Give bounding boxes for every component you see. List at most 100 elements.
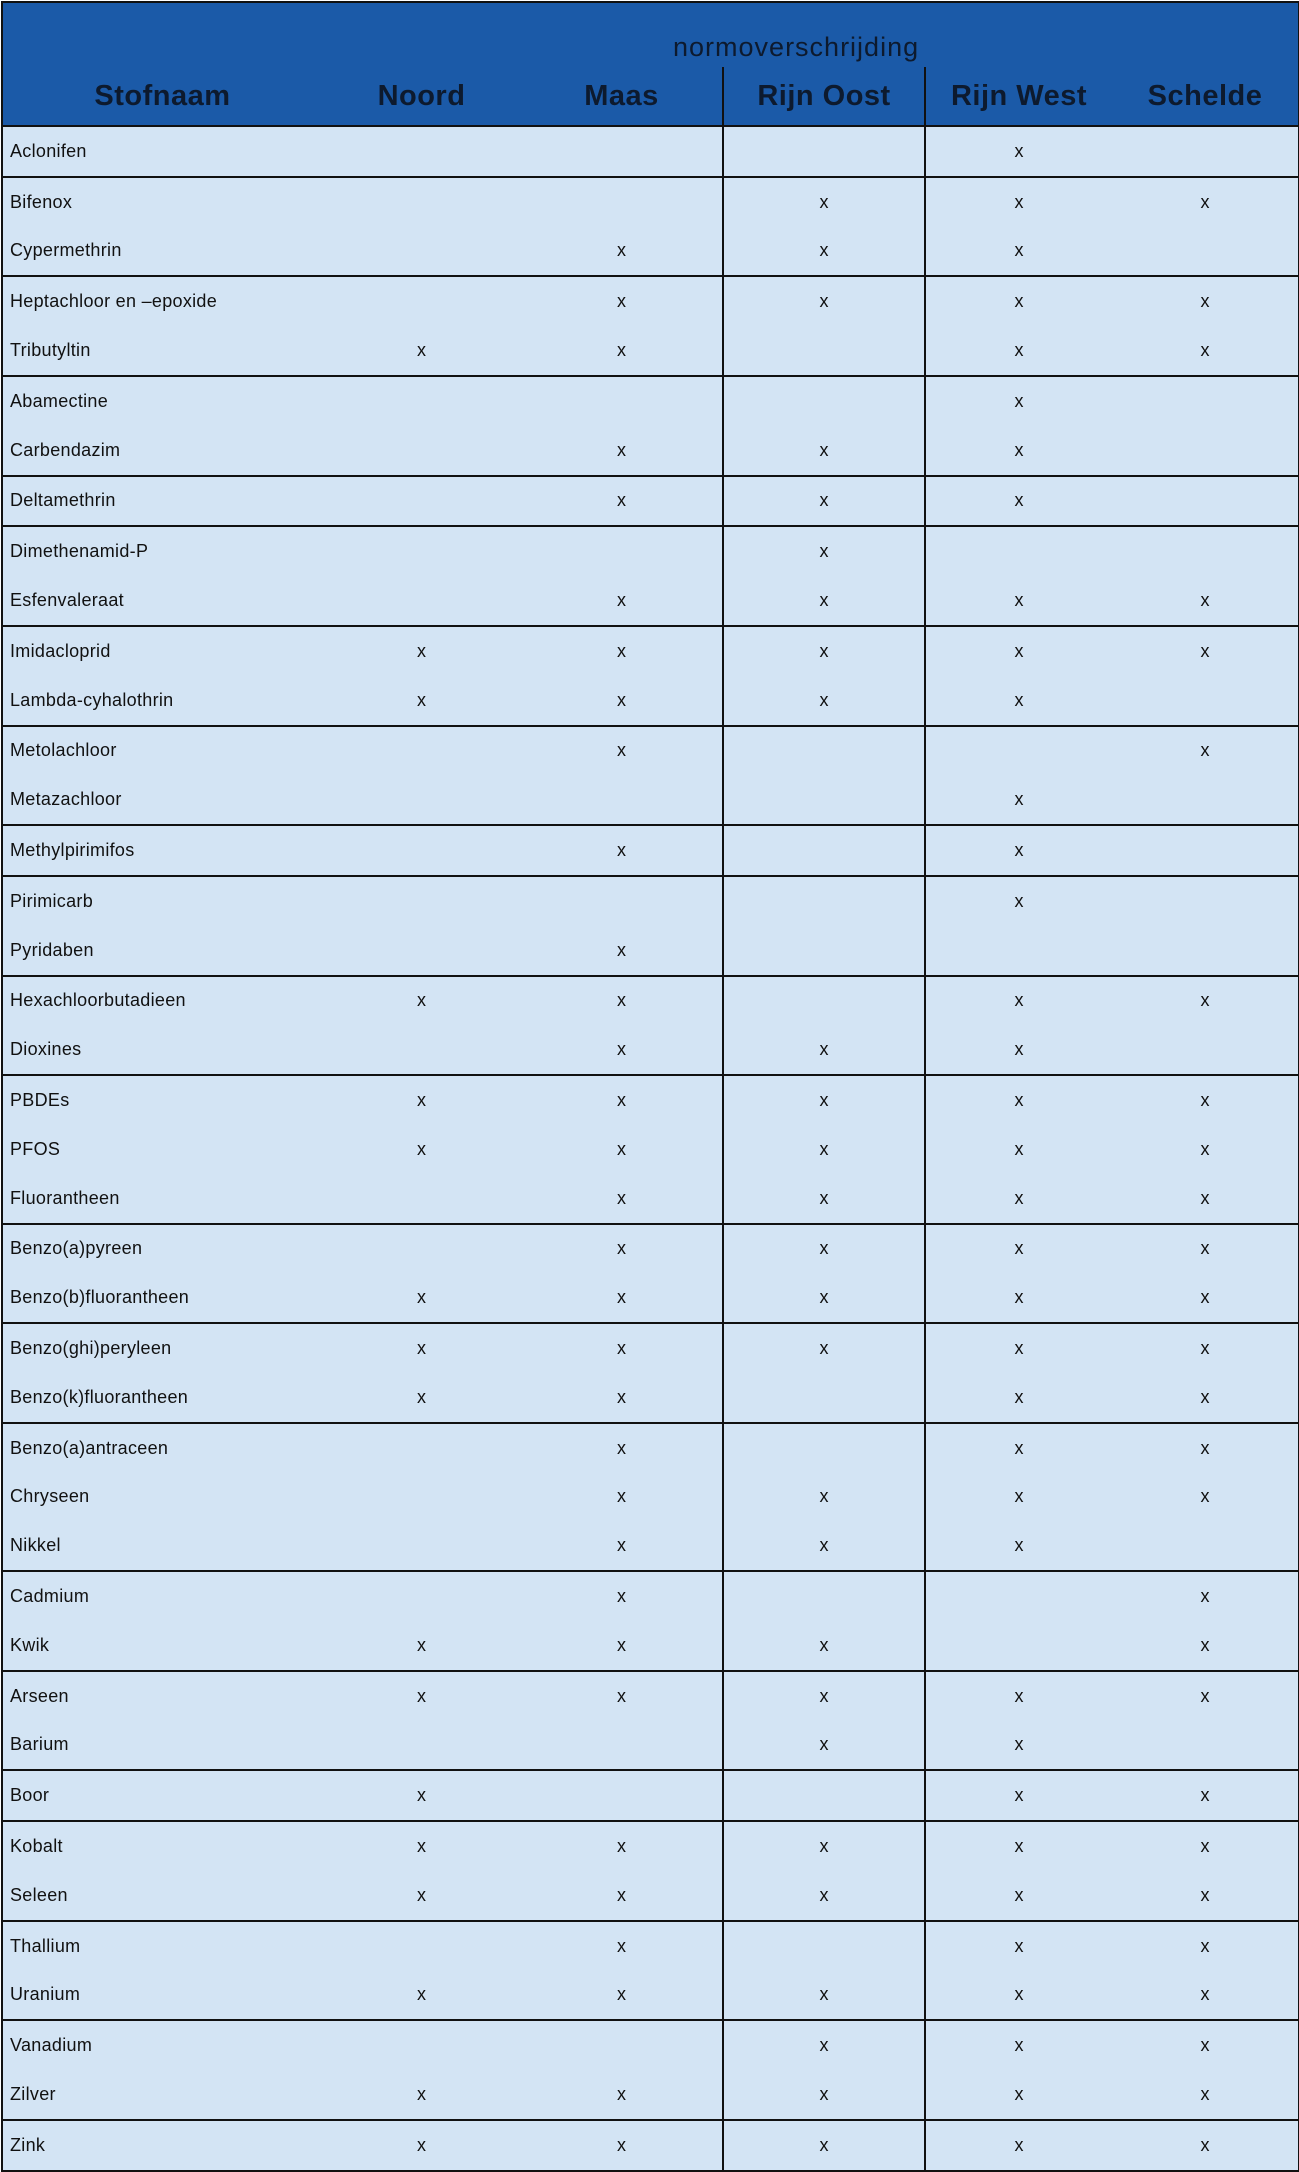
substance-name: PFOS [2,1124,322,1174]
exceedance-mark-noord [322,125,521,177]
exceedance-mark-maas: x [521,1870,724,1921]
exceedance-mark-schelde [1112,525,1299,577]
exceedance-mark-rijn-west: x [924,474,1113,527]
table-row: Kwik x x x x [2,1620,1299,1671]
substance-name: Thallium [2,1919,322,1971]
exceedance-mark-noord [322,824,521,876]
table-row: Lambda-cyhalothrin x x x x [2,675,1299,726]
exceedance-mark-noord: x [322,1820,521,1871]
exceedance-mark-rijn-west: x [924,824,1113,876]
exceedance-mark-noord [322,1222,521,1274]
substance-name: Boor [2,1769,322,1822]
substance-name: Barium [2,1720,322,1771]
exceedance-mark-schelde: x [1112,1820,1299,1871]
exceedance-mark-schelde: x [1112,1372,1299,1423]
exceedance-mark-noord [322,576,521,626]
exceedance-mark-rijn-west: x [924,374,1113,426]
substance-name: Esfenvaleraat [2,576,322,626]
exceedance-mark-rijn-west: x [924,675,1113,726]
table-row: Benzo(ghi)peryleen x x x x x [2,1322,1299,1373]
substance-name: Kwik [2,1620,322,1671]
exceedance-mark-rijn-oost [722,326,926,376]
exceedance-mark-rijn-west [924,1620,1113,1671]
exceedance-mark-maas: x [521,2118,724,2171]
exceedance-mark-schelde [1112,874,1299,926]
exceedance-mark-rijn-oost: x [722,425,926,476]
exceedance-mark-maas: x [521,326,724,376]
exceedance-mark-schelde [1112,1025,1299,1076]
exceedance-mark-schelde: x [1112,1421,1299,1473]
exceedance-mark-rijn-west: x [924,1769,1113,1822]
exceedance-mark-rijn-west: x [924,1273,1113,1324]
substance-name: Fluorantheen [2,1173,322,1224]
exceedance-mark-schelde: x [1112,1669,1299,1721]
exceedance-mark-schelde: x [1112,2070,1299,2120]
table-row: Boor x x x [2,1769,1299,1822]
exceedance-mark-noord [322,1173,521,1224]
exceedance-mark-rijn-oost: x [722,1322,926,1373]
substance-name: Tributyltin [2,326,322,376]
exceedance-mark-rijn-west: x [924,425,1113,476]
exceedance-mark-rijn-west: x [924,576,1113,626]
exceedance-mark-noord [322,474,521,527]
exceedance-mark-rijn-west: x [924,1970,1113,2021]
exceedance-mark-rijn-oost: x [722,1124,926,1174]
exceedance-mark-maas: x [521,1421,724,1473]
exceedance-mark-schelde [1112,374,1299,426]
exceedance-mark-noord [322,175,521,227]
exceedance-mark-noord: x [322,675,521,726]
exceedance-mark-noord [322,425,521,476]
substance-name: Metazachloor [2,775,322,826]
exceedance-mark-schelde [1112,775,1299,826]
exceedance-mark-rijn-west: x [924,2019,1113,2071]
exceedance-mark-rijn-oost [722,125,926,177]
exceedance-mark-rijn-oost [722,1421,926,1473]
table-row: Abamectine x [2,374,1299,426]
table-row: Pyridaben x [2,925,1299,976]
table-row: PBDEs x x x x x [2,1074,1299,1125]
exceedance-mark-schelde [1112,1521,1299,1572]
exceedance-mark-maas: x [521,724,724,776]
exceedance-mark-schelde: x [1112,1769,1299,1822]
table-row: Esfenvaleraat x x x x [2,576,1299,626]
table-row: Tributyltin x x x x [2,326,1299,376]
exceedance-mark-noord [322,1025,521,1076]
exceedance-mark-rijn-oost: x [722,226,926,277]
substance-name: Imidacloprid [2,624,322,676]
exceedance-mark-maas: x [521,1173,724,1224]
exceedance-mark-schelde: x [1112,1472,1299,1522]
column-header-rijn-west: Rijn West [924,67,1113,127]
exceedance-mark-rijn-oost: x [722,1074,926,1125]
exceedance-mark-rijn-west [924,525,1113,577]
exceedance-mark-noord [322,525,521,577]
exceedance-mark-rijn-oost: x [722,1472,926,1522]
exceedance-mark-maas [521,125,724,177]
exceedance-mark-rijn-oost: x [722,175,926,227]
exceedance-mark-schelde [1112,1720,1299,1771]
exceedance-mark-noord [322,374,521,426]
exceedance-mark-rijn-oost: x [722,1620,926,1671]
substance-name: Benzo(b)fluorantheen [2,1273,322,1324]
exceedance-mark-schelde [1112,824,1299,876]
exceedance-mark-rijn-west: x [924,1472,1113,1522]
exceedance-mark-noord [322,2019,521,2071]
exceedance-mark-maas [521,874,724,926]
exceedance-mark-noord: x [322,1074,521,1125]
exceedance-mark-rijn-west: x [924,1421,1113,1473]
exceedance-mark-schelde: x [1112,1620,1299,1671]
substance-name: Benzo(a)pyreen [2,1222,322,1274]
exceedance-mark-rijn-oost [722,1919,926,1971]
exceedance-mark-rijn-oost: x [722,2118,926,2171]
exceedance-mark-maas: x [521,474,724,527]
exceedance-mark-rijn-west: x [924,275,1113,327]
exceedance-mark-rijn-west: x [924,1521,1113,1572]
table-row: Pirimicarb x [2,874,1299,926]
exceedance-mark-schelde: x [1112,1322,1299,1373]
exceedance-mark-noord [322,275,521,327]
exceedance-mark-maas: x [521,576,724,626]
substance-name: Benzo(k)fluorantheen [2,1372,322,1423]
table-row: Cypermethrin x x x [2,226,1299,277]
exceedance-mark-maas: x [521,275,724,327]
substance-name: Pyridaben [2,925,322,976]
exceedance-mark-schelde [1112,425,1299,476]
